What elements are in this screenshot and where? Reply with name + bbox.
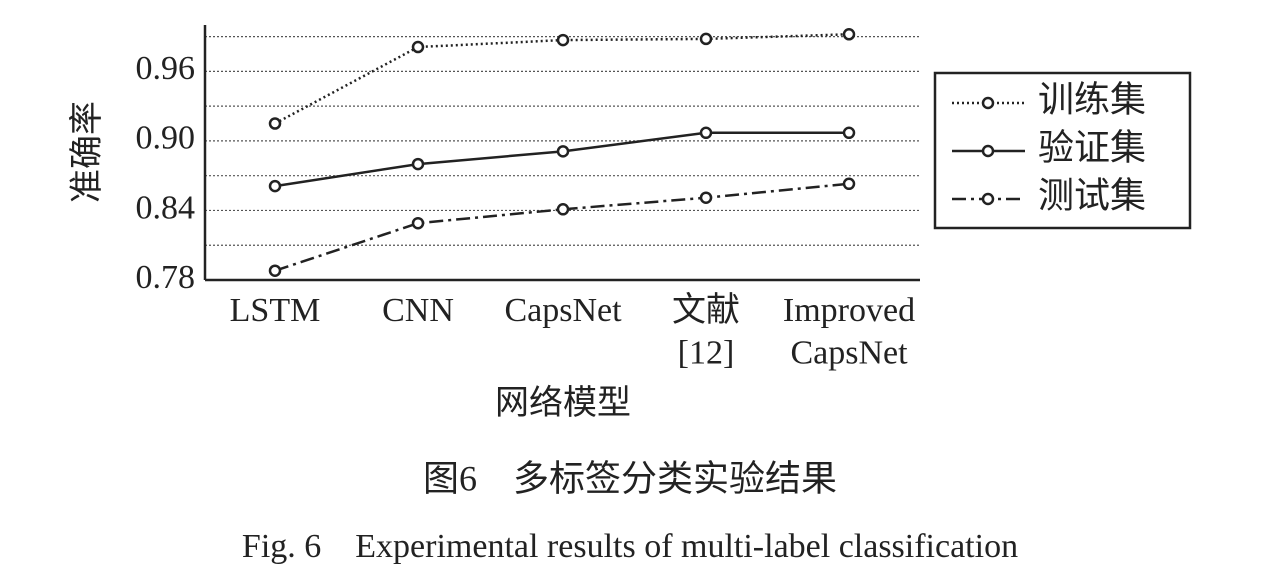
- x-tick-label: CNN: [382, 292, 454, 329]
- data-point: [268, 179, 282, 193]
- x-axis-label: 网络模型: [495, 384, 631, 422]
- series-line: [274, 182, 850, 272]
- legend-label: 测试集: [1038, 175, 1146, 215]
- x-tick-label: 文献[12]: [672, 291, 740, 372]
- legend-marker: [981, 144, 995, 158]
- legend-label: 训练集: [1038, 79, 1146, 119]
- data-point: [556, 203, 570, 216]
- data-point: [411, 40, 425, 54]
- y-tick-label: 0.90: [136, 120, 196, 157]
- data-point: [842, 177, 856, 191]
- data-point: [842, 126, 856, 140]
- y-tick-label: 0.84: [136, 189, 196, 226]
- data-point: [556, 145, 570, 158]
- legend-box: [933, 71, 1192, 230]
- data-point: [268, 117, 282, 130]
- caption-en: Fig. 6 Experimental results of multi-lab…: [242, 528, 1018, 565]
- data-point: [699, 32, 713, 46]
- x-tick-label: LSTM: [230, 292, 321, 329]
- series-line: [274, 33, 850, 125]
- data-point: [699, 191, 713, 204]
- caption-cn: 图6 多标签分类实验结果: [423, 458, 837, 498]
- legend-marker: [981, 96, 995, 110]
- y-tick-label: 0.78: [136, 259, 196, 296]
- data-point: [268, 264, 282, 277]
- legend-label: 验证集: [1038, 127, 1146, 167]
- data-point: [411, 216, 425, 230]
- data-point: [411, 157, 425, 171]
- x-tick-label: CapsNet: [504, 292, 622, 329]
- legend-marker: [981, 192, 995, 206]
- y-axis-label: 准确率: [68, 101, 106, 203]
- x-tick-label: Improved CapsNet: [783, 292, 915, 372]
- data-point: [699, 126, 713, 140]
- y-tick-label: 0.96: [136, 50, 196, 87]
- data-point: [556, 33, 570, 47]
- data-point: [842, 28, 856, 41]
